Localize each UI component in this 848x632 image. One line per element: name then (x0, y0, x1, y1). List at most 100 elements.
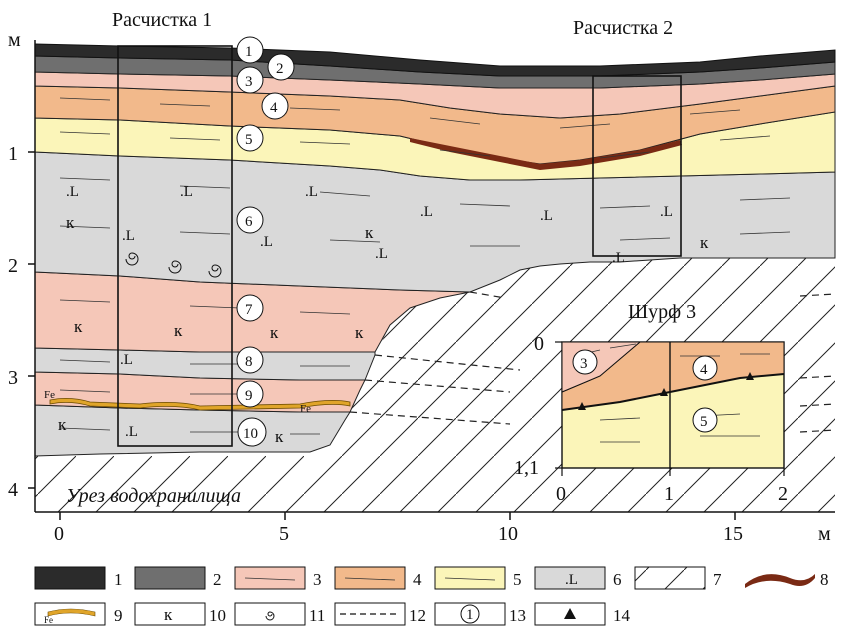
dashed-continuations (349, 291, 836, 433)
fe-label-left: Fe (44, 389, 55, 401)
svg-text:12: 12 (409, 606, 426, 625)
svg-text:3: 3 (245, 74, 253, 90)
svg-text:.L: .L (612, 250, 625, 266)
shell-symbols (125, 252, 222, 278)
layer-circle-8: 8 (236, 346, 264, 374)
pit-y-tick-1-1: 1,1 (514, 457, 539, 479)
svg-text:6: 6 (245, 214, 253, 230)
clay-symbols: к к к к к к к к к (58, 213, 709, 446)
fe-label-right: Fe (300, 403, 311, 415)
y-tick-3: 3 (8, 367, 18, 389)
svg-text:6: 6 (613, 570, 622, 589)
svg-text:к: к (270, 323, 279, 342)
svg-text:4: 4 (700, 362, 708, 378)
svg-text:.L: .L (375, 246, 388, 262)
legend-item-4: 4 (334, 566, 422, 590)
svg-text:5: 5 (245, 132, 253, 148)
svg-text:7: 7 (245, 302, 253, 318)
svg-text:к: к (164, 605, 173, 624)
layer-1-band (34, 43, 836, 77)
loess-symbols: .L .L .L .L .L .L .L .L .L .L .L .L (66, 184, 673, 440)
legend-item-1: 1 (34, 566, 123, 590)
clearing-1-outline (117, 45, 233, 447)
svg-text:.L: .L (420, 204, 433, 220)
legend-item-3: 3 (234, 566, 322, 590)
svg-text:Fe: Fe (44, 615, 53, 625)
svg-text:1: 1 (466, 607, 474, 623)
svg-text:к: к (174, 321, 183, 340)
svg-text:5: 5 (513, 570, 522, 589)
legend-item-2: 2 (134, 566, 222, 590)
pit-x-tick-2: 2 (778, 483, 788, 505)
svg-text:2: 2 (213, 570, 222, 589)
svg-text:.L: .L (125, 424, 138, 440)
pit-circle-3: 3 (572, 349, 598, 375)
clearing-2-title: Расчистка 2 (573, 17, 673, 39)
layer-circle-2: 2 (267, 53, 295, 81)
y-axis-unit: м (8, 29, 21, 51)
pit-triangles (578, 372, 754, 410)
svg-text:4: 4 (270, 100, 278, 116)
layer-circle-4: 4 (261, 92, 289, 120)
layer-circle-3: 3 (236, 66, 264, 94)
svg-text:к: к (74, 317, 83, 336)
svg-text:к: к (275, 427, 284, 446)
reservoir-label: Урез водохранилища (66, 485, 241, 507)
pit-circle-5: 5 (692, 407, 718, 433)
legend-item-14: 14 (534, 602, 631, 626)
svg-text:13: 13 (509, 606, 526, 625)
svg-text:1: 1 (114, 570, 123, 589)
legend-item-12: 12 (334, 602, 426, 626)
svg-text:к: к (58, 415, 67, 434)
svg-text:.L: .L (660, 204, 673, 220)
svg-text:.L: .L (260, 234, 273, 250)
svg-text:к: к (66, 213, 75, 232)
humus-lens (410, 138, 682, 170)
layer-circle-1: 1 (236, 36, 264, 64)
y-tick-4: 4 (8, 479, 18, 501)
svg-text:2: 2 (276, 61, 284, 77)
layer-circle-6: 6 (236, 206, 264, 234)
clearing-1-title: Расчистка 1 (112, 9, 212, 31)
layer-circle-9: 9 (236, 380, 264, 408)
x-tick-15: 15 (723, 523, 743, 545)
pit-3-inset: Шурф 3 3 4 5 0 1,1 0 1 2 (514, 301, 788, 505)
legend-item-10: к 10 (134, 602, 226, 626)
texture-lines (59, 97, 791, 435)
legend-item-11: 11 (234, 602, 325, 626)
ferric-lens (49, 398, 351, 411)
legend-item-5: 5 (434, 566, 522, 590)
svg-text:.L: .L (120, 352, 133, 368)
x-tick-10: 10 (498, 523, 518, 545)
svg-text:8: 8 (245, 354, 253, 370)
svg-text:4: 4 (413, 570, 422, 589)
legend-item-13: 1 13 (434, 602, 526, 626)
pit-3-title: Шурф 3 (628, 301, 696, 323)
pit-y-tick-0: 0 (534, 333, 544, 355)
y-tick-2: 2 (8, 255, 18, 277)
svg-text:.L: .L (540, 208, 553, 224)
svg-text:3: 3 (580, 356, 588, 372)
pit-circle-4: 4 (692, 355, 718, 381)
axes-frame (28, 40, 835, 520)
x-axis-unit: м (818, 523, 831, 545)
svg-text:7: 7 (713, 570, 722, 589)
svg-text:9: 9 (245, 388, 253, 404)
svg-text:10: 10 (243, 426, 258, 442)
svg-text:к: к (700, 233, 709, 252)
svg-text:к: к (355, 323, 364, 342)
svg-text:14: 14 (613, 606, 631, 625)
layer-circle-5: 5 (236, 124, 264, 152)
svg-text:10: 10 (209, 606, 226, 625)
clearing-2-outline (592, 75, 682, 257)
svg-text:.L: .L (180, 184, 193, 200)
svg-text:1: 1 (245, 44, 253, 60)
svg-text:к: к (365, 223, 374, 242)
svg-text:8: 8 (820, 570, 829, 589)
legend-item-8: 8 (745, 570, 829, 589)
pit-x-tick-0: 0 (556, 483, 566, 505)
layer-circle-10: 10 (237, 417, 267, 447)
svg-text:.L: .L (66, 184, 79, 200)
legend: 1 2 3 4 5 .L 6 7 (34, 566, 829, 626)
svg-text:3: 3 (313, 570, 322, 589)
